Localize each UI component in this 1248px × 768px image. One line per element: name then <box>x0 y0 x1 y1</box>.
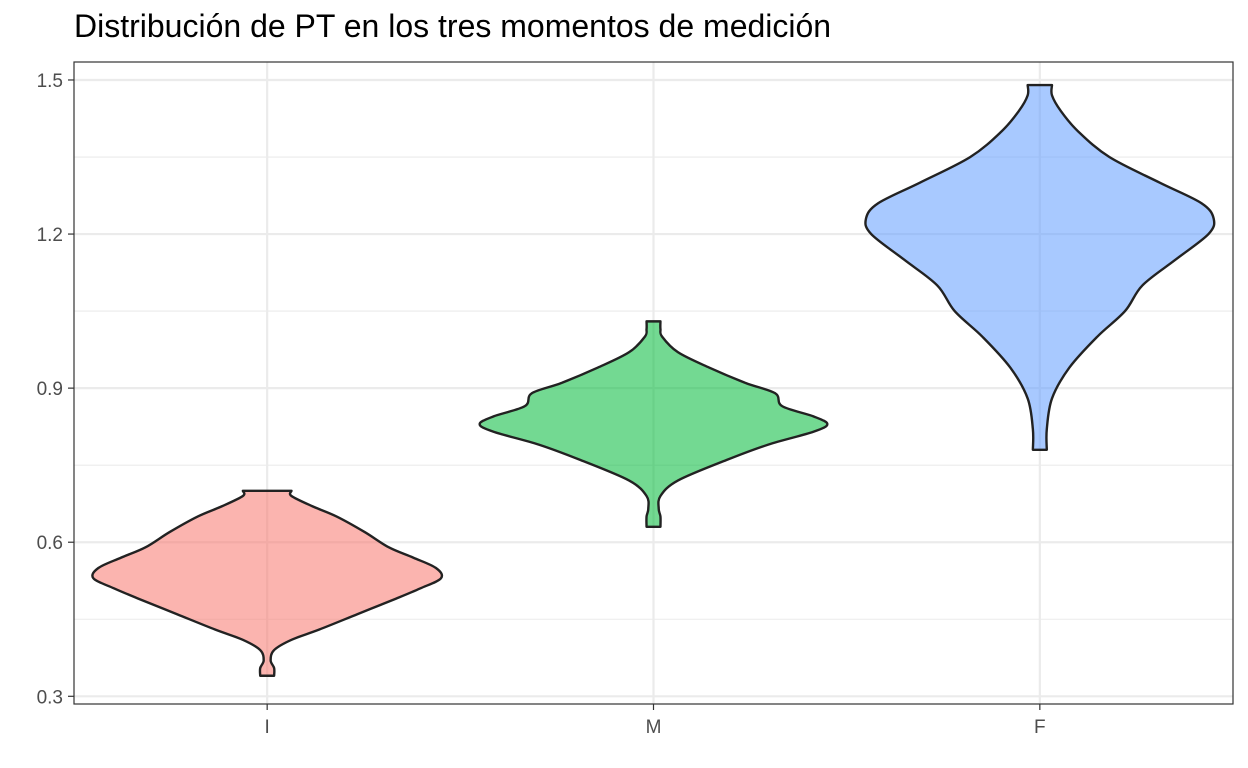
x-tick-label: M <box>646 717 662 738</box>
y-tick-label: 0.3 <box>37 687 63 708</box>
violin-F <box>864 83 1216 451</box>
y-axis: 0.3 0.6 0.9 1.2 1.5 <box>37 71 74 708</box>
x-tick-label: I <box>265 717 270 738</box>
chart-title: Distribución de PT en los tres momentos … <box>74 8 832 44</box>
y-tick-label: 1.5 <box>37 71 63 92</box>
violin-layer <box>91 83 1216 677</box>
y-tick-label: 0.9 <box>37 379 63 400</box>
x-tick-label: F <box>1034 717 1046 738</box>
y-tick-label: 0.6 <box>37 533 63 554</box>
violin-M <box>478 320 829 529</box>
y-tick-label: 1.2 <box>37 225 63 246</box>
violin-I <box>91 489 444 677</box>
